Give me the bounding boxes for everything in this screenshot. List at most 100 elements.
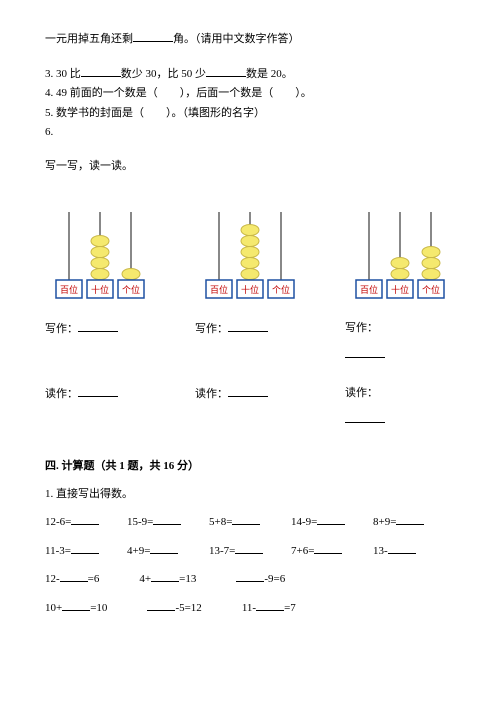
label: 写作： — [195, 323, 228, 335]
write-read-title: 写一写，读一读。 — [45, 158, 455, 176]
label: 读作： — [45, 388, 78, 400]
abacus-row: 百位十位个位 百位十位个位 百位十位个位 — [45, 212, 455, 302]
read-1: 读作： — [45, 385, 155, 404]
blank[interactable] — [232, 513, 260, 525]
expr: 8+9= — [373, 516, 396, 528]
blank[interactable] — [236, 570, 264, 582]
svg-text:十位: 十位 — [91, 284, 109, 295]
expr-pre: 4+ — [139, 573, 151, 585]
calc-item: 8+9= — [373, 513, 455, 532]
label: 写作： — [345, 322, 378, 334]
write-row-extra — [45, 346, 455, 365]
blank[interactable] — [151, 570, 179, 582]
label: 读作： — [345, 387, 378, 399]
expr: 7+6= — [291, 545, 314, 557]
expr: 5+8= — [209, 516, 232, 528]
section-4-title: 四. 计算题（共 1 题，共 16 分） — [45, 458, 455, 476]
blank[interactable] — [60, 570, 88, 582]
blank[interactable] — [147, 599, 175, 611]
calc-row-4: 10+ =10 -5=12 11- =7 — [45, 599, 455, 628]
calc-item: -5=12 — [147, 599, 201, 618]
calc-item: 7+6= — [291, 542, 373, 561]
svg-text:百位: 百位 — [360, 284, 378, 295]
blank[interactable] — [396, 513, 424, 525]
text: 数是 20。 — [246, 68, 293, 80]
abacus-3: 百位十位个位 — [345, 212, 455, 302]
blank[interactable] — [256, 599, 284, 611]
expr: 13- — [373, 545, 388, 557]
expr-pre: 10+ — [45, 602, 62, 614]
blank[interactable] — [345, 346, 385, 358]
calc-item: 11-3= — [45, 542, 127, 561]
expr: 4+9= — [127, 545, 150, 557]
blank[interactable] — [150, 542, 178, 554]
blank[interactable] — [206, 65, 246, 77]
calc-title: 1. 直接写出得数。 — [45, 486, 455, 504]
abacus-2: 百位 十位 个位 — [195, 212, 305, 302]
blank[interactable] — [71, 513, 99, 525]
question-money: 一元用掉五角还剩角。（请用中文数字作答） — [45, 30, 455, 49]
write-2: 写作： — [195, 320, 305, 339]
blank[interactable] — [133, 30, 173, 42]
expr-pre: 11- — [242, 602, 256, 614]
expr-post: =7 — [284, 602, 296, 614]
calc-item: 4+9= — [127, 542, 209, 561]
read-row-extra — [45, 411, 455, 430]
calc-item: 11- =7 — [242, 599, 296, 618]
blank[interactable] — [235, 542, 263, 554]
write-1: 写作： — [45, 320, 155, 339]
text: 3. 30 比 — [45, 68, 81, 80]
read-row: 读作： 读作： 读作： — [45, 385, 455, 404]
read-3: 读作： — [345, 385, 455, 404]
blank[interactable] — [71, 542, 99, 554]
svg-text:十位: 十位 — [241, 284, 259, 295]
write-row: 写作： 写作： 写作： — [45, 320, 455, 339]
blank[interactable] — [78, 385, 118, 397]
blank[interactable] — [345, 411, 385, 423]
blank[interactable] — [388, 542, 416, 554]
text: 角。（请用中文数字作答） — [173, 33, 300, 45]
calc-item: 4+ =13 — [139, 570, 196, 589]
blank[interactable] — [153, 513, 181, 525]
svg-text:个位: 个位 — [422, 284, 440, 295]
expr-post: -9=6 — [264, 573, 285, 585]
expr-post: -5=12 — [175, 602, 201, 614]
calc-item: 12- =6 — [45, 570, 99, 589]
svg-text:个位: 个位 — [122, 284, 140, 295]
blank[interactable] — [317, 513, 345, 525]
calc-item: 14-9= — [291, 513, 373, 532]
calc-item: 15-9= — [127, 513, 209, 532]
calc-row-2: 11-3=4+9=13-7=7+6=13-8= — [45, 542, 455, 571]
expr-post: =13 — [179, 573, 196, 585]
calc-row-3: 12- =6 4+ =13 -9=6 — [45, 570, 455, 599]
blank[interactable] — [228, 385, 268, 397]
expr-post: =10 — [90, 602, 107, 614]
blank[interactable] — [314, 542, 342, 554]
calc-item: 13- — [373, 542, 455, 561]
expr-pre: 12- — [45, 573, 60, 585]
blank[interactable] — [78, 320, 118, 332]
write-3: 写作： — [345, 320, 455, 339]
question-5: 5. 数学书的封面是（ ）。（填图形的名字） — [45, 105, 455, 123]
question-3: 3. 30 比 数少 30，比 50 少 数是 20。 — [45, 65, 455, 84]
label: 写作： — [45, 323, 78, 335]
expr: 11-3= — [45, 545, 71, 557]
expr: 13-7= — [209, 545, 235, 557]
calc-item: 10+ =10 — [45, 599, 107, 618]
svg-text:百位: 百位 — [210, 284, 228, 295]
expr-post: =6 — [88, 573, 100, 585]
calc-item: 13-7= — [209, 542, 291, 561]
expr: 15-9= — [127, 516, 153, 528]
svg-text:百位: 百位 — [60, 284, 78, 295]
read-2: 读作： — [195, 385, 305, 404]
blank[interactable] — [81, 65, 121, 77]
blank[interactable] — [228, 320, 268, 332]
blank[interactable] — [62, 599, 90, 611]
text: 数少 30，比 50 少 — [121, 68, 206, 80]
question-4: 4. 49 前面的一个数是（ ），后面一个数是（ ）。 — [45, 85, 455, 103]
label: 读作： — [195, 388, 228, 400]
expr: 12-6= — [45, 516, 71, 528]
expr: 14-9= — [291, 516, 317, 528]
svg-text:个位: 个位 — [272, 284, 290, 295]
question-6: 6. — [45, 124, 455, 142]
